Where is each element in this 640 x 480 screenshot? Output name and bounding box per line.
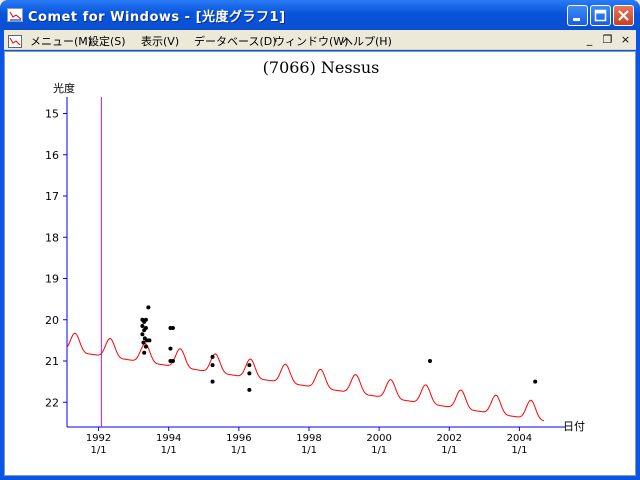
x-tick-label: 1994 [156,433,181,444]
observation-point [210,363,215,368]
y-axis-label: 光度 [53,81,75,95]
window-title: Comet for Windows - [光度グラフ1] [28,10,286,25]
observation-point [146,305,151,310]
x-tick-label: 1998 [296,433,321,444]
minimize-icon [573,18,580,21]
y-tick-label: 21 [45,355,59,368]
x-tick-sublabel: 1/1 [441,445,457,456]
close-button[interactable] [613,5,634,26]
x-tick-sublabel: 1/1 [161,445,177,456]
y-tick-label: 15 [45,108,59,121]
menu-item-settings[interactable]: 設定(S) [88,35,126,48]
document-chart-icon[interactable] [8,33,22,48]
y-tick-label: 16 [45,149,59,162]
menu-item-help[interactable]: ヘルプ(H) [342,35,392,48]
observation-point [170,359,175,363]
observation-point [210,354,215,359]
x-tick-sublabel: 1/1 [231,445,247,456]
x-tick-label: 2004 [507,433,532,444]
chart-title: (7066) Nessus [262,58,380,77]
observation-point [170,326,175,330]
observation-point [142,350,147,355]
observation-point [143,344,148,349]
predicted-curve [66,332,545,422]
graph-area[interactable]: (7066) Nessus 光度 日付 15 16 17 18 19 20 21 22 199… [4,51,636,476]
x-tick-sublabel: 1/1 [301,445,317,456]
observation-point [427,359,432,363]
observation-point [147,338,152,343]
menu-item-view[interactable]: 表示(V) [141,35,180,48]
menu-item-menu[interactable]: メニュー(M) [30,35,93,48]
chart-window-icon[interactable] [7,8,23,22]
y-tick-label: 22 [45,396,59,409]
mdi-close-button[interactable]: × [620,33,631,46]
observation-point [143,326,148,330]
x-tick-sublabel: 1/1 [371,445,387,456]
observation-point [141,340,146,345]
mdi-restore-button[interactable]: ❐ [602,33,613,46]
observation-point [140,323,145,328]
menu-item-window[interactable]: ウィンドウ(W) [274,35,349,48]
title-bar[interactable]: Comet for Windows - [光度グラフ1] [0,0,640,30]
mdi-minimize-button[interactable]: _ [586,33,593,46]
observation-point [210,379,215,384]
observation-point [247,371,252,376]
menu-item-database[interactable]: データベース(D) [194,35,277,48]
observation-point [143,317,148,322]
y-tick-label: 20 [45,314,59,327]
observation-point [533,379,538,384]
x-tick-sublabel: 1/1 [511,445,527,456]
observation-point [247,363,252,368]
x-tick-sublabel: 1/1 [91,445,107,456]
menu-bar: メニュー(M) 設定(S) 表示(V) データベース(D) ウィンドウ(W) ヘ… [4,30,636,50]
maximize-icon [594,9,607,22]
y-tick-label: 17 [45,190,59,203]
maximize-button[interactable] [590,5,611,26]
y-tick-label: 18 [45,231,59,244]
x-tick-label: 1996 [226,433,251,444]
observation-point [247,387,252,392]
y-tick-label: 19 [45,273,59,286]
minimize-button[interactable] [567,5,588,26]
x-tick-label: 2002 [437,433,462,444]
x-axis-label: 日付 [563,420,585,433]
close-icon [618,10,629,21]
observation-point [140,332,145,337]
x-tick-label: 1992 [86,433,111,444]
observation-point [168,346,173,351]
x-tick-label: 2000 [366,433,391,444]
